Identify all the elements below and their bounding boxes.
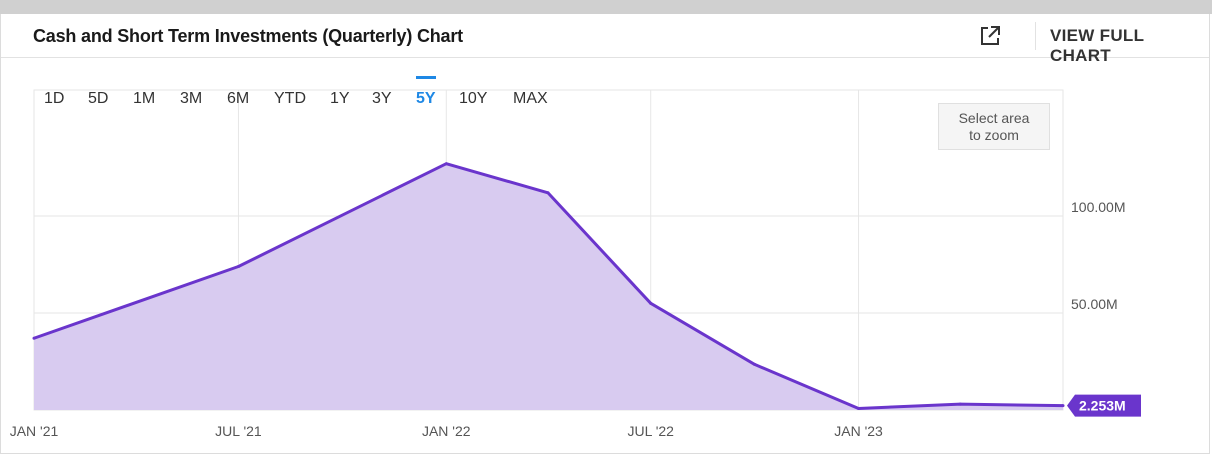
x-tick-label: JUL '21: [215, 423, 262, 439]
range-button-1m[interactable]: 1M: [133, 90, 156, 107]
data-point: [546, 191, 550, 195]
data-point: [236, 264, 240, 268]
area-fill: [34, 163, 1063, 410]
data-point: [444, 162, 448, 166]
x-tick-label: JUL '22: [627, 423, 674, 439]
range-button-5d[interactable]: 5D: [88, 90, 109, 107]
data-point: [857, 406, 861, 410]
range-button-6m[interactable]: 6M: [227, 90, 250, 107]
range-button-3m[interactable]: 3M: [180, 90, 203, 107]
range-button-10y[interactable]: 10Y: [459, 90, 488, 107]
last-value-label: 2.253M: [1079, 398, 1126, 414]
x-tick-label: JAN '22: [422, 423, 471, 439]
chart-header: Cash and Short Term Investments (Quarter…: [1, 14, 1209, 65]
data-point: [753, 362, 757, 366]
range-button-max[interactable]: MAX: [513, 90, 548, 107]
header-divider: [1035, 22, 1036, 50]
last-value-badge: [1067, 394, 1141, 417]
range-button-1d[interactable]: 1D: [44, 90, 65, 107]
range-button-3y[interactable]: 3Y: [372, 90, 392, 107]
zoom-hint-line-1: Select area: [958, 110, 1030, 126]
view-full-chart-button[interactable]: VIEW FULL CHART: [1050, 26, 1144, 65]
top-strip: [0, 0, 1212, 14]
data-point: [958, 402, 962, 406]
x-tick-label: JAN '21: [10, 423, 59, 439]
data-point: [1061, 404, 1065, 408]
x-tick-label: JAN '23: [834, 423, 883, 439]
chart-title: Cash and Short Term Investments (Quarter…: [33, 26, 463, 46]
range-button-1y[interactable]: 1Y: [330, 90, 350, 107]
range-button-ytd[interactable]: YTD: [274, 90, 306, 107]
data-point: [32, 336, 36, 340]
zoom-hint: Select area to zoom: [938, 103, 1050, 150]
data-point: [649, 301, 653, 305]
y-tick-label: 50.00M: [1071, 296, 1118, 312]
zoom-hint-line-2: to zoom: [969, 127, 1019, 143]
y-tick-label: 100.00M: [1071, 199, 1125, 215]
external-link-icon[interactable]: [979, 25, 1001, 47]
range-button-5y[interactable]: 5Y: [416, 76, 436, 107]
